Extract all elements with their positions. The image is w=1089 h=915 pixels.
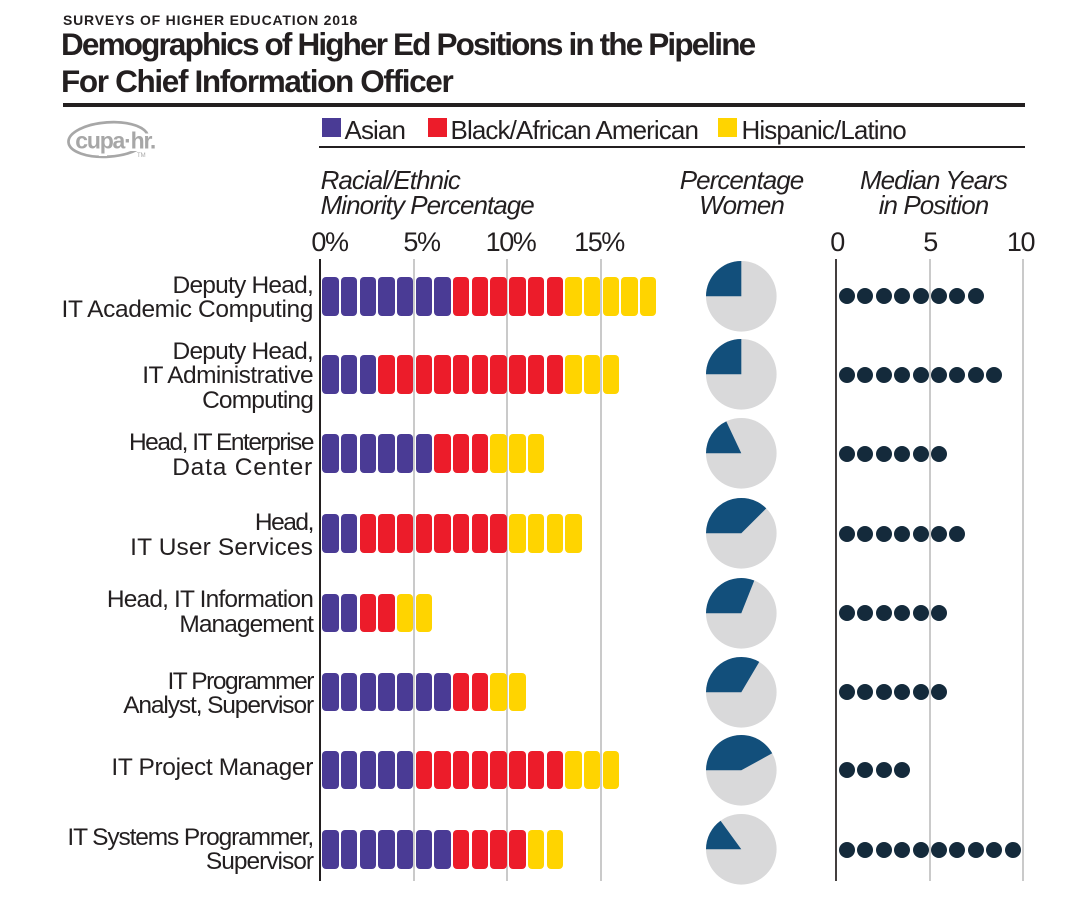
svg-text:cupa·hr.: cupa·hr. <box>75 128 155 154</box>
svg-text:TM: TM <box>137 153 146 159</box>
